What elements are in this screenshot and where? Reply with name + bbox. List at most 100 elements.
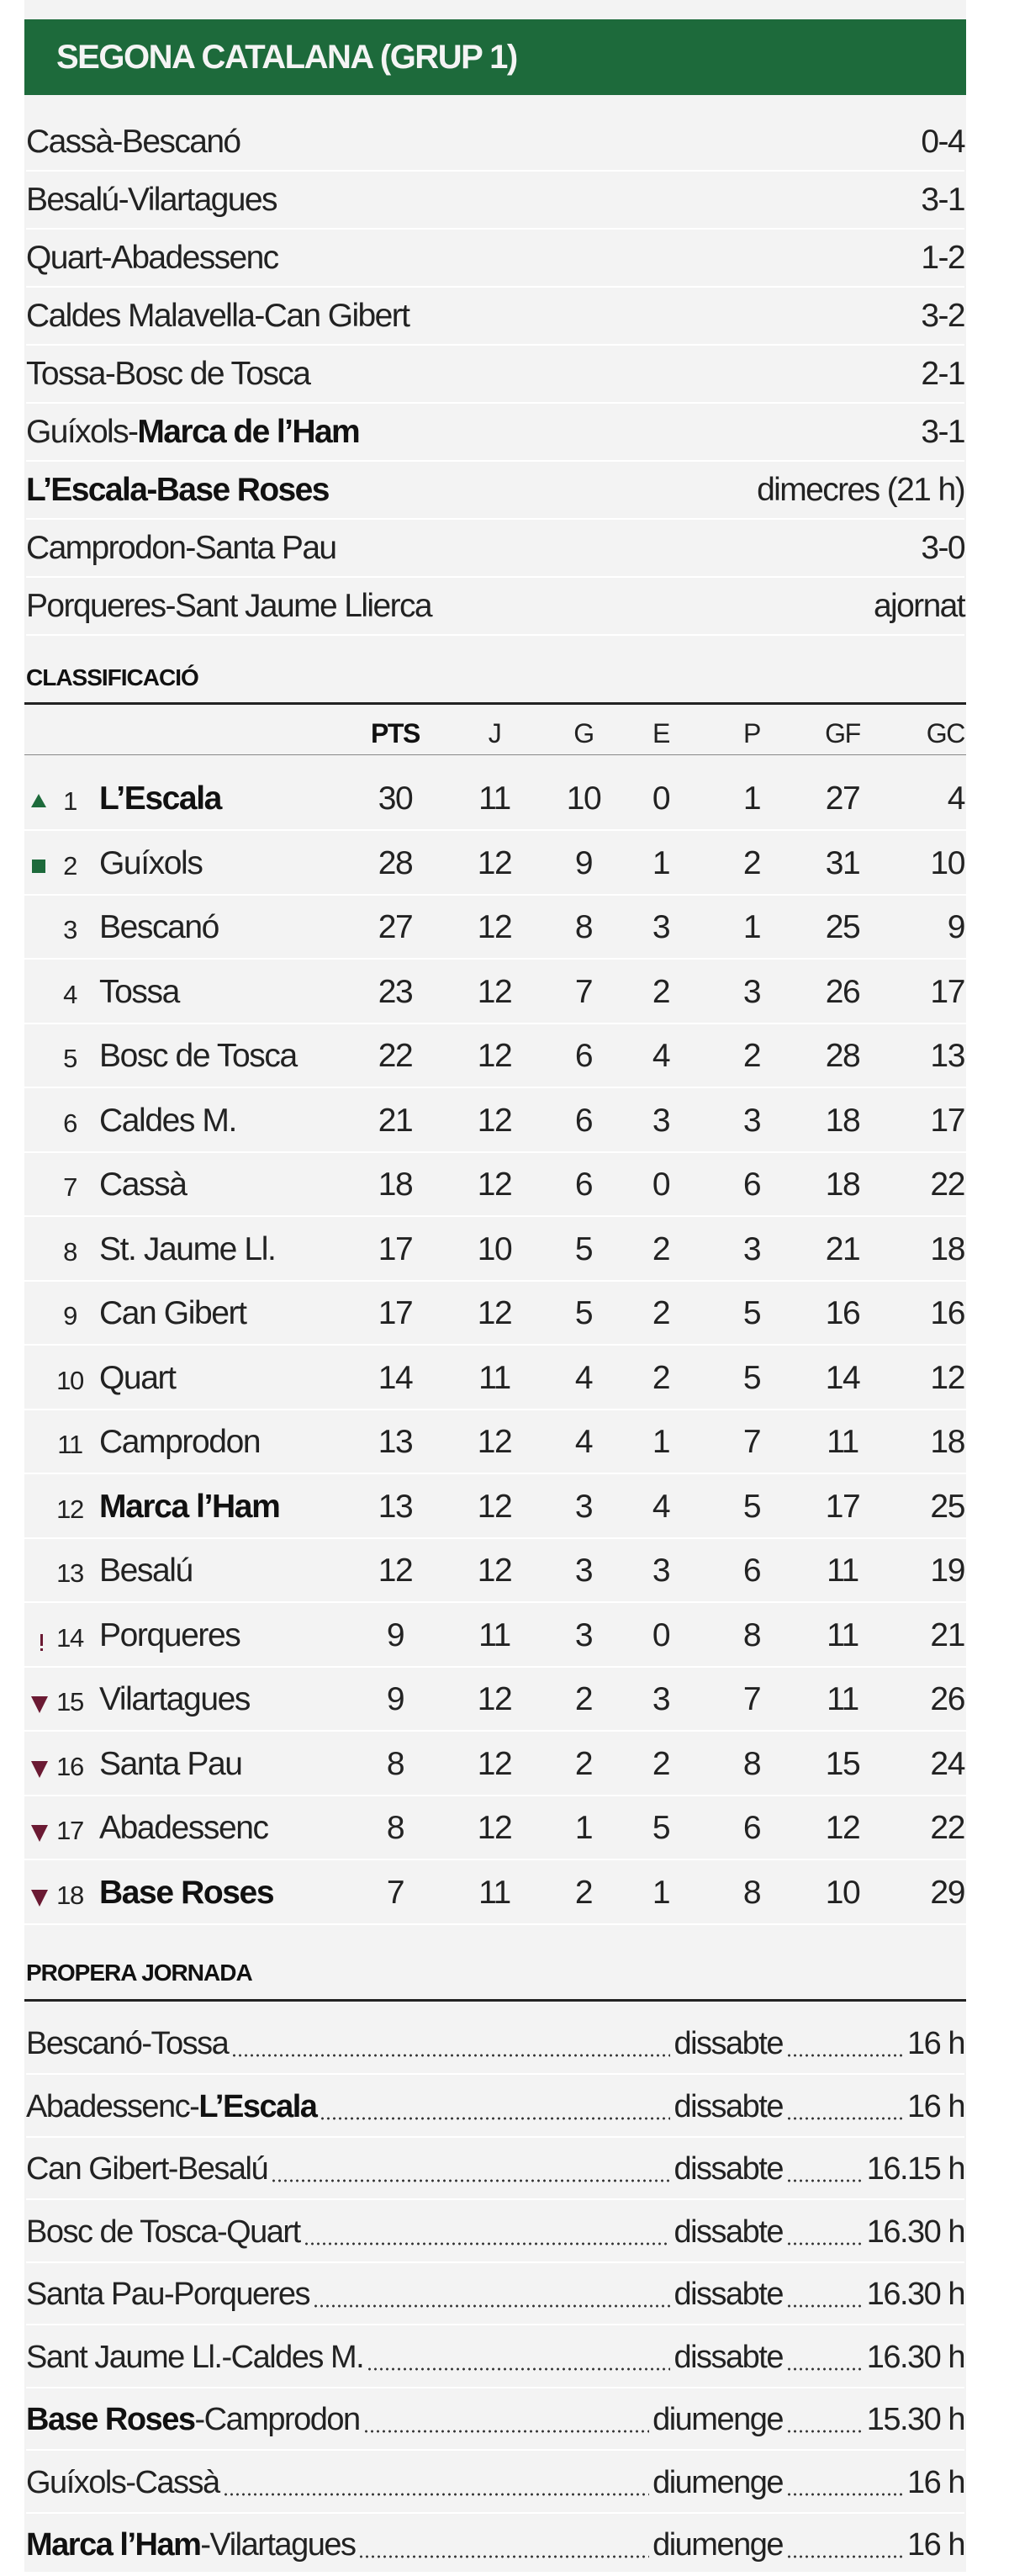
column-header-g: G <box>573 718 594 748</box>
team-name-part: Guíxols- <box>26 414 139 450</box>
fixture-time-cell: 16.15 h <box>783 2138 964 2200</box>
match-score: 1-2 <box>921 240 965 276</box>
stat-gc: 22 <box>930 1166 965 1203</box>
team-name-part: Guíxols-Cassà <box>26 2464 220 2500</box>
column-header-j: J <box>488 718 502 748</box>
stat-pts: 13 <box>378 1488 414 1525</box>
stat-gf: 15 <box>825 1745 861 1782</box>
position: 18 <box>56 1880 84 1910</box>
stat-pts: 22 <box>378 1038 414 1074</box>
match-score: 3-2 <box>921 298 965 334</box>
stat-gf: 31 <box>825 844 861 881</box>
fixture-day: dissabte <box>674 2088 784 2124</box>
stat-j: 11 <box>478 1616 511 1653</box>
fixture-time: 16.15 h <box>866 2151 964 2187</box>
fixture-time-cell: 16 h <box>783 2452 964 2514</box>
standings-title: CLASSIFICACIÓ <box>26 664 199 690</box>
team-name: Camprodon <box>99 1424 261 1460</box>
column-header-gf: GF <box>825 718 861 748</box>
table-row: 1 L’Escala 30 11 10 0 1 27 4 <box>24 767 966 831</box>
result-row: L’Escala-Base Roses dimecres (21 h) <box>26 462 966 520</box>
square-icon <box>29 832 50 896</box>
table-row: 3 Bescanó 27 12 8 3 1 25 9 <box>24 896 966 960</box>
team-name: Guíxols <box>99 844 203 881</box>
stat-j: 12 <box>477 1810 513 1846</box>
stat-gf: 11 <box>827 1424 859 1460</box>
stat-e: 4 <box>652 1488 671 1525</box>
up-triangle-icon <box>29 767 50 831</box>
stat-gf: 18 <box>825 1166 861 1203</box>
dot-leader <box>271 2179 671 2182</box>
stat-gc: 17 <box>930 1102 965 1139</box>
stat-pts: 18 <box>378 1166 414 1203</box>
dot-leader <box>303 2241 671 2245</box>
down-triangle-icon <box>29 1668 50 1732</box>
match-score: 3-1 <box>921 414 965 450</box>
position: 4 <box>63 979 77 1009</box>
team-name-part: Sant Jaume Ll.-Caldes M. <box>26 2339 365 2375</box>
match-teams: Porqueres-Sant Jaume Llierca <box>26 578 433 634</box>
stat-gf: 28 <box>825 1038 861 1074</box>
fixture-day: dissabte <box>674 2214 784 2250</box>
stat-gf: 16 <box>825 1295 861 1331</box>
fixture-day: dissabte <box>674 2151 784 2187</box>
fixture-time-cell: 16.30 h <box>783 2326 964 2388</box>
stat-p: 3 <box>742 973 762 1010</box>
stat-p: 2 <box>742 844 762 881</box>
team-name: Bosc de Tosca <box>99 1038 298 1074</box>
stat-gf: 27 <box>825 780 861 817</box>
dot-leader <box>358 2555 650 2558</box>
down-triangle-icon <box>29 1796 50 1860</box>
stat-j: 12 <box>477 1166 513 1203</box>
stat-e: 2 <box>652 1230 671 1267</box>
stat-g: 1 <box>574 1810 594 1846</box>
down-triangle-icon <box>29 1732 50 1796</box>
fixture-teams: Marca l’Ham -Vilartagues <box>26 2514 652 2576</box>
team-name-part: Cassà-Bescanó <box>26 124 241 160</box>
stat-j: 12 <box>477 1424 513 1460</box>
stat-gf: 17 <box>825 1488 861 1525</box>
stat-j: 12 <box>477 1102 513 1139</box>
marker-slot <box>29 896 50 960</box>
stat-e: 1 <box>652 1874 671 1911</box>
dot-leader <box>786 2304 864 2308</box>
column-header-p: P <box>743 718 761 748</box>
stat-gc: 24 <box>930 1745 965 1782</box>
next-round-title: PROPERA JORNADA <box>26 1960 253 1986</box>
fixture-row: Guíxols-Cassà diumenge 16 h <box>26 2452 964 2514</box>
table-row: 16 Santa Pau 8 12 2 2 8 15 24 <box>24 1732 966 1796</box>
dot-leader <box>786 2555 905 2558</box>
stat-pts: 17 <box>378 1230 414 1267</box>
stat-p: 2 <box>742 1038 762 1074</box>
team-name: Quart <box>99 1359 177 1396</box>
stat-gf: 12 <box>825 1810 861 1846</box>
stat-g: 3 <box>574 1488 594 1525</box>
fixture-teams: Bescanó-Tossa <box>26 2013 674 2075</box>
fixture-row: Marca l’Ham -Vilartagues diumenge 16 h <box>26 2514 964 2576</box>
stat-g: 6 <box>574 1038 594 1074</box>
team-name-part: Bescanó-Tossa <box>26 2026 230 2061</box>
table-row: 4 Tossa 23 12 7 2 3 26 17 <box>24 960 966 1024</box>
stat-gc: 22 <box>930 1810 965 1846</box>
position: 9 <box>63 1301 77 1330</box>
fixture-teams: Sant Jaume Ll.-Caldes M. <box>26 2326 674 2388</box>
position: 3 <box>63 915 77 944</box>
divider <box>24 754 966 755</box>
fixture-day: dissabte <box>674 2339 784 2375</box>
position: 8 <box>63 1236 77 1267</box>
position: 10 <box>56 1365 84 1395</box>
team-name-part: L’Escala-Base Roses <box>26 472 330 508</box>
stat-gc: 26 <box>930 1681 965 1717</box>
stat-g: 9 <box>574 844 594 881</box>
stat-j: 12 <box>477 1488 513 1525</box>
fixture-time-cell: 16.30 h <box>783 2263 964 2325</box>
table-row: 12 Marca l’Ham 13 12 3 4 5 17 25 <box>24 1475 966 1539</box>
stat-pts: 13 <box>378 1424 414 1460</box>
team-name: L’Escala <box>99 780 222 817</box>
team-name-part: Can Gibert-Besalú <box>26 2151 269 2187</box>
fixture-day: diumenge <box>652 2464 784 2500</box>
position: 12 <box>56 1494 84 1524</box>
fixture-time: 16.30 h <box>866 2339 964 2375</box>
fixture-teams: Bosc de Tosca-Quart <box>26 2201 674 2263</box>
stat-pts: 17 <box>378 1295 414 1331</box>
